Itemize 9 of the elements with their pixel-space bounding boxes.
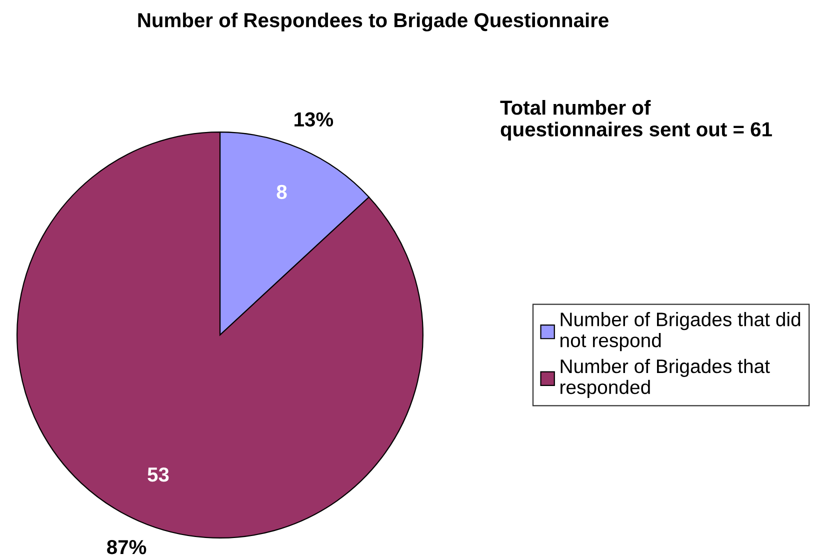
data-label: 53	[148, 467, 169, 482]
data-label: 8	[276, 184, 287, 200]
text: 87%	[107, 540, 146, 554]
chart-title: Number of Respondees to Brigade Questionnaire	[138, 12, 608, 32]
legend-label: Number of Brigades that did not respond	[560, 312, 800, 352]
text: Total number of questionnaires sent out = 61	[500, 100, 772, 140]
text: 13%	[294, 112, 334, 127]
legend-label: Number of Brigades that responded	[560, 358, 770, 398]
pie-slice	[16, 132, 424, 538]
